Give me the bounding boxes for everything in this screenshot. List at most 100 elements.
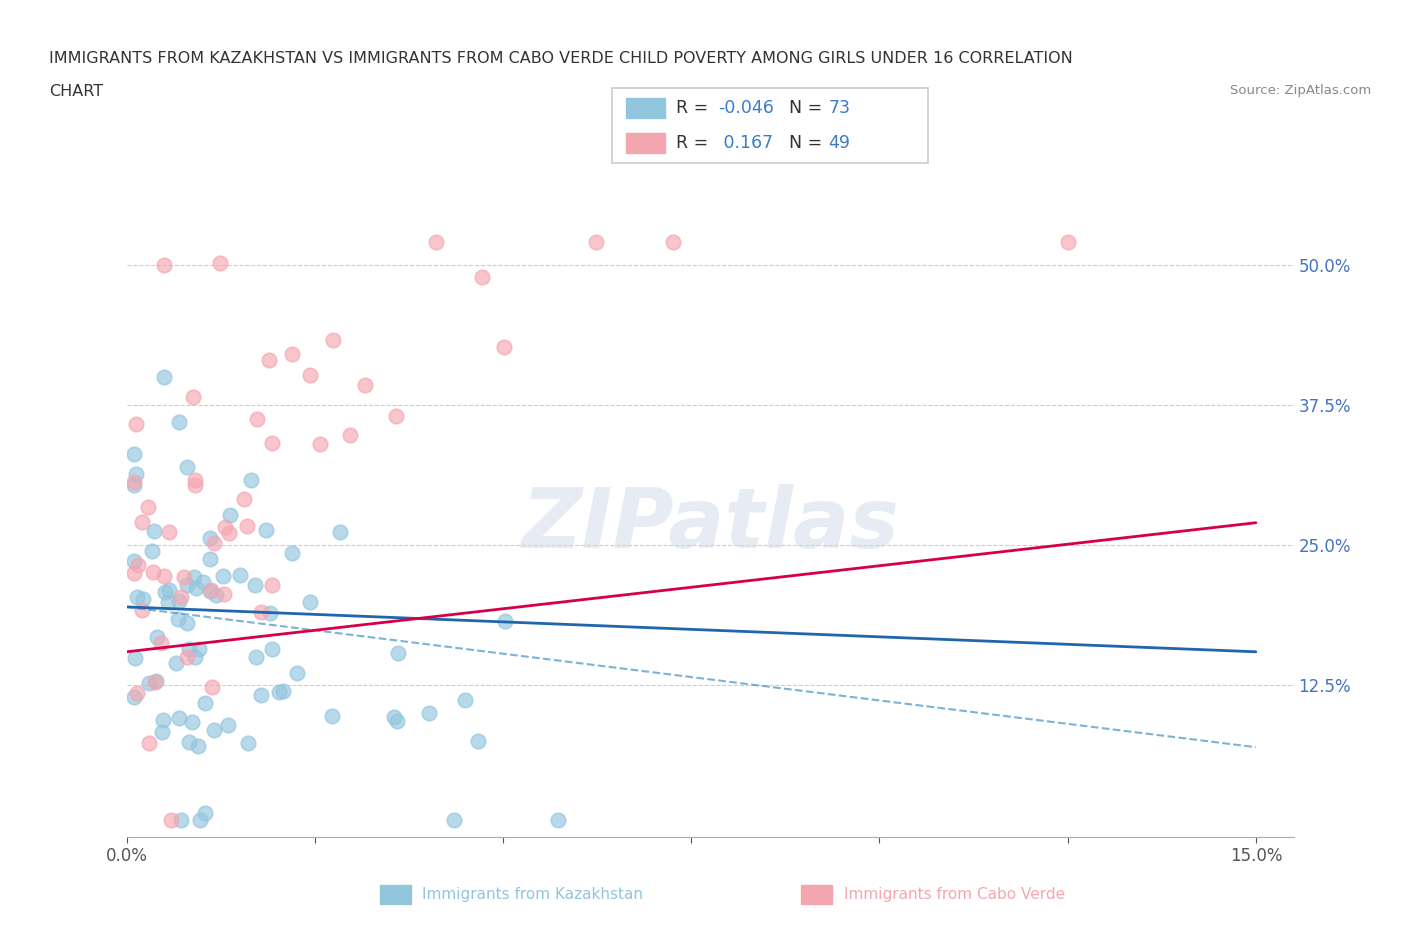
Point: [299, 594, 322, 609]
Point: [142, 524, 165, 538]
Point: [299, 368, 322, 383]
Point: [131, 514, 153, 529]
Point: [167, 612, 190, 627]
Point: [217, 718, 239, 733]
Point: [165, 656, 187, 671]
Point: [547, 813, 569, 828]
Point: [243, 578, 266, 592]
Point: [254, 523, 277, 538]
Point: [138, 736, 160, 751]
Text: Source: ZipAtlas.com: Source: ZipAtlas.com: [1230, 84, 1371, 97]
Point: [122, 475, 145, 490]
Point: [131, 591, 153, 606]
Point: [387, 645, 409, 660]
Point: [246, 411, 269, 426]
Point: [202, 536, 225, 551]
Point: [176, 616, 198, 631]
Point: [198, 584, 221, 599]
Point: [124, 467, 146, 482]
Point: [260, 642, 283, 657]
Point: [353, 378, 375, 392]
Point: [454, 692, 477, 707]
Text: N =: N =: [789, 134, 828, 153]
Point: [167, 711, 190, 725]
Point: [138, 676, 160, 691]
Text: R =: R =: [676, 99, 714, 117]
Point: [152, 569, 174, 584]
Point: [167, 594, 190, 609]
Point: [170, 813, 193, 828]
Point: [661, 234, 683, 249]
Point: [271, 684, 294, 698]
Point: [127, 558, 149, 573]
Point: [384, 409, 406, 424]
Point: [176, 459, 198, 474]
Point: [122, 553, 145, 568]
Point: [200, 530, 222, 545]
Point: [208, 256, 231, 271]
Point: [329, 525, 352, 539]
Point: [122, 478, 145, 493]
Point: [160, 813, 183, 828]
Point: [145, 674, 167, 689]
Point: [322, 332, 344, 347]
Point: [176, 649, 198, 664]
Point: [309, 436, 332, 451]
Point: [382, 710, 405, 724]
Point: [387, 713, 409, 728]
Text: -0.046: -0.046: [718, 99, 775, 117]
Point: [169, 590, 191, 604]
Point: [259, 605, 281, 620]
Point: [585, 234, 607, 249]
Point: [176, 578, 198, 592]
Text: 0.167: 0.167: [718, 134, 773, 153]
Point: [150, 635, 173, 650]
Point: [260, 578, 283, 592]
Text: 73: 73: [828, 99, 851, 117]
Point: [287, 666, 309, 681]
Point: [153, 257, 176, 272]
Point: [219, 508, 242, 523]
Point: [425, 234, 447, 249]
Point: [153, 584, 176, 599]
Point: [180, 715, 202, 730]
Point: [127, 589, 149, 604]
Text: ZIPatlas: ZIPatlas: [522, 484, 898, 565]
Point: [187, 641, 209, 656]
Point: [281, 347, 304, 362]
Point: [200, 582, 222, 597]
Text: IMMIGRANTS FROM KAZAKHSTAN VS IMMIGRANTS FROM CABO VERDE CHILD POVERTY AMONG GIR: IMMIGRANTS FROM KAZAKHSTAN VS IMMIGRANTS…: [49, 51, 1073, 66]
Point: [125, 685, 148, 700]
Point: [339, 428, 361, 443]
Point: [141, 544, 163, 559]
Point: [467, 733, 489, 748]
Point: [184, 580, 207, 595]
Point: [245, 650, 267, 665]
Point: [122, 689, 145, 704]
Point: [236, 735, 259, 750]
Point: [218, 525, 240, 540]
Point: [233, 491, 256, 506]
Point: [194, 805, 217, 820]
Point: [157, 525, 180, 539]
Point: [200, 551, 222, 566]
Point: [131, 603, 153, 618]
Point: [443, 813, 465, 828]
Point: [157, 583, 180, 598]
Point: [229, 567, 252, 582]
Point: [236, 519, 259, 534]
Point: [138, 499, 160, 514]
Point: [240, 472, 263, 487]
Point: [471, 270, 494, 285]
Point: [201, 680, 224, 695]
Point: [179, 735, 201, 750]
Point: [214, 520, 236, 535]
Point: [183, 569, 205, 584]
Point: [321, 709, 343, 724]
Point: [146, 630, 169, 644]
Point: [153, 369, 176, 384]
Text: N =: N =: [789, 99, 828, 117]
Point: [150, 724, 173, 739]
Point: [211, 568, 233, 583]
Point: [184, 472, 207, 487]
